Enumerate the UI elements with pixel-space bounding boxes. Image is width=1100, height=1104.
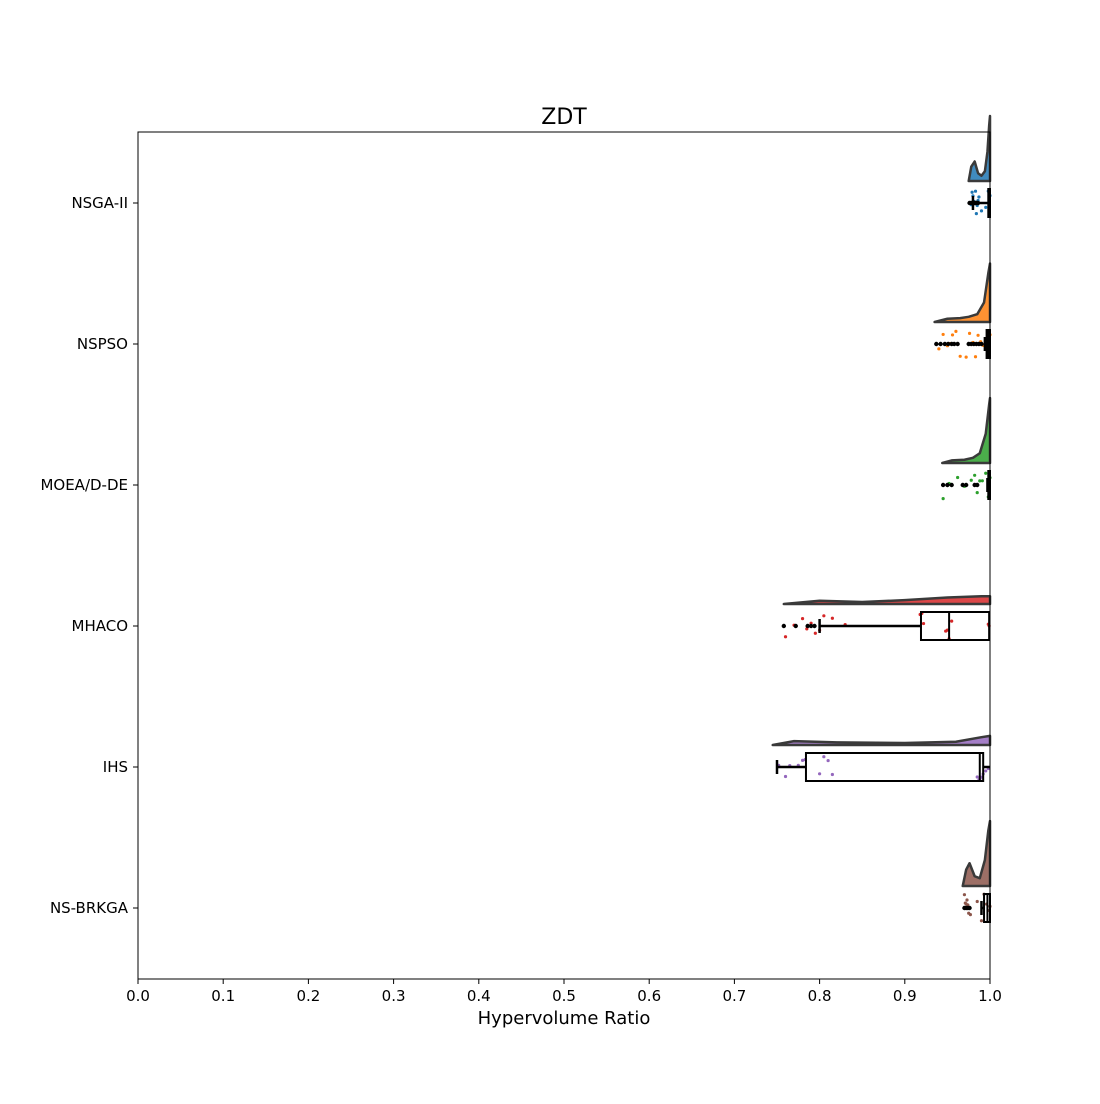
outlier-point	[946, 341, 951, 347]
outlier-point	[942, 341, 948, 347]
outlier-point	[945, 482, 950, 488]
data-point	[826, 758, 830, 763]
data-point	[830, 616, 834, 620]
outlier-point	[812, 623, 817, 629]
data-point	[975, 775, 979, 779]
outlier-point	[975, 482, 980, 488]
outlier-point	[955, 341, 960, 347]
data-point	[964, 355, 968, 359]
data-point	[979, 209, 984, 213]
y-tick-label: MHACO	[72, 617, 129, 635]
outlier-point	[949, 482, 954, 488]
outlier-point	[805, 623, 810, 629]
data-point	[830, 772, 834, 777]
data-point	[969, 478, 973, 482]
data-point	[783, 774, 788, 779]
outlier-point	[963, 482, 969, 488]
outlier-point	[934, 341, 939, 347]
data-point	[975, 899, 979, 904]
y-tick-label: NS-BRKGA	[50, 899, 129, 917]
data-point	[970, 190, 974, 194]
x-tick-label: 1.0	[978, 987, 1002, 1005]
data-point	[962, 893, 967, 897]
data-point	[968, 913, 973, 917]
data-point	[984, 471, 988, 475]
data-point	[977, 195, 981, 199]
data-point	[973, 189, 978, 193]
data-point	[813, 631, 817, 635]
data-point	[800, 758, 805, 762]
box	[804, 752, 985, 782]
chart-title: ZDT	[541, 105, 587, 130]
data-point	[965, 898, 969, 902]
outlier-point	[967, 905, 972, 911]
data-point	[966, 903, 970, 907]
data-point	[937, 347, 941, 351]
y-tick-label: IHS	[103, 758, 128, 776]
data-point	[822, 755, 826, 759]
y-tick-label: NSGA-II	[71, 194, 128, 212]
data-point	[979, 919, 984, 923]
data-point	[984, 769, 988, 773]
x-tick-label: 0.9	[893, 987, 917, 1005]
outlier-point	[940, 482, 946, 488]
data-point	[975, 491, 979, 495]
data-point	[958, 354, 962, 358]
x-tick-label: 0.1	[211, 987, 235, 1005]
x-tick-label: 0.5	[552, 987, 576, 1005]
data-point	[950, 333, 955, 337]
outlier-point	[938, 341, 943, 347]
series-group	[933, 262, 992, 359]
y-tick-label: NSPSO	[77, 335, 128, 353]
x-tick-label: 0.3	[382, 987, 406, 1005]
x-tick-label: 0.8	[808, 987, 832, 1005]
outlier-point	[960, 482, 965, 488]
data-point	[783, 635, 788, 639]
data-point	[941, 496, 945, 501]
data-point	[984, 205, 988, 210]
outlier-point	[975, 200, 981, 206]
data-point	[822, 614, 826, 618]
outlier-point	[781, 623, 787, 629]
x-axis-label: Hypervolume Ratio	[478, 1008, 651, 1029]
data-point	[978, 479, 982, 483]
data-point	[950, 619, 954, 623]
data-point	[973, 473, 977, 477]
x-tick-label: 0.2	[296, 987, 320, 1005]
box	[919, 611, 991, 641]
data-point	[956, 475, 960, 480]
x-tick-label: 0.0	[126, 987, 150, 1005]
outlier-point	[979, 341, 984, 347]
axes: 0.0 0.1 0.2 0.3 0.4 0.5 0.6 0.7 0.8 0.9 1.0 NSGA-II…	[40, 194, 1001, 1005]
data-point	[967, 331, 972, 335]
data-point	[941, 332, 945, 337]
outlier-point	[793, 623, 798, 629]
data-point	[976, 333, 980, 337]
outlier-point	[808, 623, 814, 629]
data-point	[800, 617, 805, 621]
data-point	[954, 329, 958, 334]
outlier-point	[952, 341, 957, 347]
data-point	[818, 772, 822, 776]
x-tick-label: 0.6	[637, 987, 661, 1005]
data-point	[974, 212, 978, 216]
y-tick-label: MOEA/D-DE	[40, 476, 128, 494]
x-tick-label: 0.7	[722, 987, 746, 1005]
data-point	[921, 621, 926, 626]
data-point	[973, 355, 978, 359]
data-point	[980, 479, 984, 483]
x-tick-label: 0.4	[467, 987, 491, 1005]
